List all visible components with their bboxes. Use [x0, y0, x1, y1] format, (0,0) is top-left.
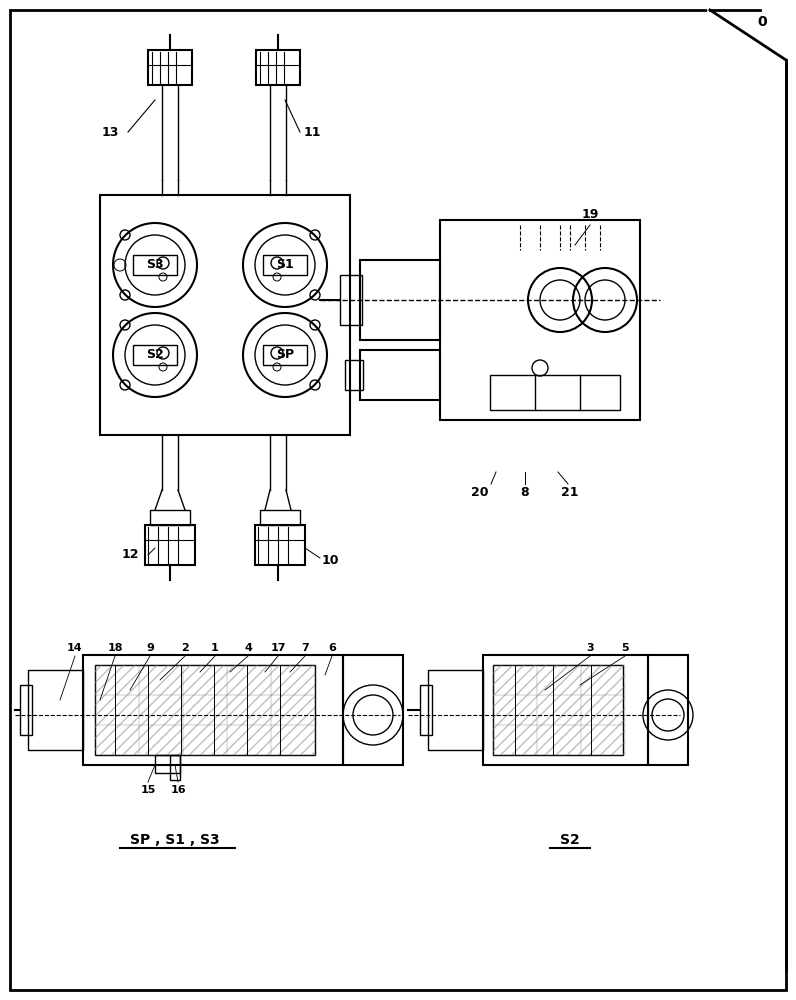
Text: 21: 21 [561, 486, 579, 498]
Text: SP , S1 , S3: SP , S1 , S3 [131, 833, 220, 847]
Text: 16: 16 [170, 785, 185, 795]
Text: 1: 1 [211, 643, 219, 653]
Bar [428, 670, 483, 750]
Text: S1: S1 [276, 258, 294, 271]
Text: 14: 14 [67, 643, 83, 653]
Text: 4: 4 [244, 643, 252, 653]
Bar [256, 50, 300, 85]
Text: 6: 6 [328, 643, 336, 653]
Bar [340, 275, 362, 325]
Text: 18: 18 [107, 643, 123, 653]
Text: 13: 13 [101, 125, 119, 138]
Bar [20, 685, 32, 735]
Text: 11: 11 [303, 125, 321, 138]
Bar [360, 350, 440, 400]
Text: 10: 10 [322, 554, 339, 566]
Bar [263, 255, 307, 275]
Bar [155, 755, 180, 773]
Bar [28, 670, 83, 750]
Text: 2: 2 [181, 643, 189, 653]
Text: 7: 7 [301, 643, 309, 653]
Text: 19: 19 [581, 209, 599, 222]
Text: S2: S2 [146, 349, 164, 361]
Bar [345, 360, 363, 390]
Bar [343, 655, 403, 765]
Bar [150, 510, 190, 525]
Bar [148, 50, 192, 85]
Bar [83, 655, 343, 765]
Bar [133, 255, 177, 275]
Text: 5: 5 [621, 643, 629, 653]
Bar [490, 375, 620, 410]
Bar [100, 195, 350, 435]
Text: 3: 3 [586, 643, 594, 653]
Text: 15: 15 [140, 785, 156, 795]
Text: 8: 8 [521, 486, 529, 498]
Text: S2: S2 [560, 833, 579, 847]
Bar [145, 525, 195, 565]
Text: 17: 17 [271, 643, 286, 653]
Text: 20: 20 [471, 486, 489, 498]
Bar [263, 345, 307, 365]
Bar [95, 665, 315, 755]
Text: 9: 9 [146, 643, 154, 653]
Text: S3: S3 [146, 258, 164, 271]
Bar [133, 345, 177, 365]
Bar [440, 220, 640, 420]
Text: SP: SP [276, 349, 294, 361]
Bar [260, 510, 300, 525]
Text: 0: 0 [757, 15, 767, 29]
Bar [255, 525, 305, 565]
Bar [420, 685, 432, 735]
Bar [493, 665, 623, 755]
Bar [360, 260, 440, 340]
Bar [648, 655, 688, 765]
Bar [483, 655, 648, 765]
Text: 12: 12 [121, 548, 139, 562]
Bar [170, 755, 180, 780]
